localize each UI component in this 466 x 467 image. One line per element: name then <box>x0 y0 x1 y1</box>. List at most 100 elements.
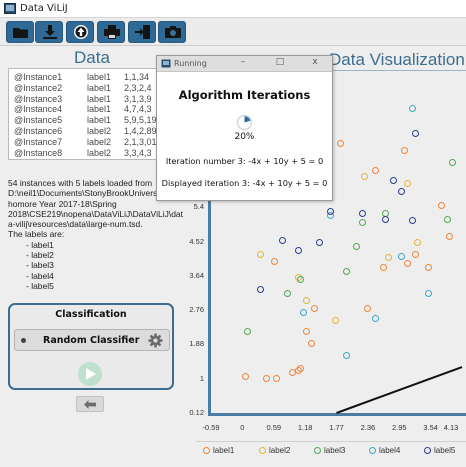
data-point-label1[interactable] <box>411 250 419 258</box>
data-point-label5[interactable] <box>278 236 286 244</box>
legend-marker-icon <box>369 447 376 454</box>
load-button[interactable] <box>66 21 94 43</box>
data-point-label1[interactable] <box>446 233 454 241</box>
data-point-label4[interactable] <box>342 351 350 359</box>
dialog-app-icon <box>161 59 171 68</box>
instance-label: label2 <box>87 147 112 158</box>
data-point-label5[interactable] <box>294 246 302 254</box>
data-point-label1[interactable] <box>337 139 345 147</box>
algorithm-row[interactable]: Random Classifier <box>14 329 170 351</box>
back-button[interactable] <box>76 396 104 412</box>
data-point-label2[interactable] <box>257 250 265 258</box>
data-point-label2[interactable] <box>331 316 339 324</box>
algorithm-radio[interactable] <box>21 338 26 343</box>
data-point-label1[interactable] <box>401 147 409 155</box>
data-point-label3[interactable] <box>448 159 456 167</box>
dialog-titlebar: Running – □ x <box>157 56 332 72</box>
data-point-label2[interactable] <box>414 238 422 246</box>
data-point-label1[interactable] <box>379 264 387 272</box>
data-point-label3[interactable] <box>342 268 350 276</box>
gear-icon[interactable] <box>148 333 163 348</box>
legend-label: label1 <box>213 446 235 455</box>
classifier-line <box>336 366 463 414</box>
legend-item: label4 <box>369 446 400 455</box>
minimize-button[interactable]: – <box>240 57 246 67</box>
data-point-label1[interactable] <box>270 258 278 266</box>
data-point-label1[interactable] <box>308 340 315 348</box>
data-point-label1[interactable] <box>424 264 432 272</box>
algorithm-name: Random Classifier <box>43 335 140 346</box>
data-point-label1[interactable] <box>273 375 281 383</box>
data-point-label5[interactable] <box>409 217 417 225</box>
classification-title: Classification <box>55 309 127 320</box>
data-point-label2[interactable] <box>385 254 393 262</box>
data-point-label4[interactable] <box>371 314 379 322</box>
label-list-item: - label4 <box>26 270 54 281</box>
data-info-text: 54 instances with 5 labels loaded from D:… <box>8 178 196 291</box>
data-point-label1[interactable] <box>403 260 411 268</box>
data-point-label4[interactable] <box>409 104 417 112</box>
displayed-iteration: Displayed iteration 3: -4x + 10y + 5 = 0 <box>161 178 328 188</box>
print-button[interactable] <box>97 21 125 43</box>
y-tick-label: 2.76 <box>189 305 204 315</box>
instance-coords: 1,1,34 <box>124 72 150 82</box>
instance-coords: 4,7,4,3 <box>124 104 152 115</box>
data-point-label2[interactable] <box>403 180 411 188</box>
screenshot-button[interactable] <box>158 21 186 43</box>
instance-row: @Instance2 label1 2,3,2,4 <box>14 83 197 94</box>
data-point-label3[interactable] <box>284 289 292 297</box>
instance-coords: 2,3,2,4 <box>124 82 152 93</box>
legend-label: label3 <box>324 446 346 455</box>
legend-marker-icon <box>424 447 431 454</box>
data-point-label1[interactable] <box>363 305 371 313</box>
info-line: homore Year 2017-18\Spring <box>8 198 117 209</box>
data-point-label1[interactable] <box>438 201 446 209</box>
save-button[interactable] <box>35 21 63 43</box>
data-point-label5[interactable] <box>390 176 398 184</box>
data-point-label5[interactable] <box>326 207 334 215</box>
info-line: 2018\CSE219\nopena\DataViLiJ\DataViLiJ\d… <box>8 208 184 219</box>
instance-name: @Instance3 <box>14 93 63 104</box>
instance-coords: 5,9,5,19 <box>124 115 157 126</box>
data-point-label3[interactable] <box>358 219 366 227</box>
data-point-label5[interactable] <box>315 238 323 246</box>
data-point-label5[interactable] <box>411 129 419 137</box>
data-point-label2[interactable] <box>361 172 369 180</box>
load-icon <box>74 25 88 39</box>
x-tick-label: 2.36 <box>360 423 376 432</box>
data-point-label3[interactable] <box>353 242 361 250</box>
data-point-label1[interactable] <box>302 328 310 336</box>
data-point-label5[interactable] <box>382 215 390 223</box>
exit-button[interactable] <box>128 21 156 43</box>
iteration-number: Iteration number 3: -4x + 10y + 5 = 0 <box>165 156 324 166</box>
instance-name: @Instance2 <box>14 82 63 93</box>
run-button[interactable] <box>78 362 102 386</box>
new-file-button[interactable] <box>6 21 34 43</box>
data-point-label2[interactable] <box>302 297 310 305</box>
legend-item: label3 <box>314 446 345 455</box>
data-point-label1[interactable] <box>310 305 318 313</box>
data-point-label1[interactable] <box>371 166 379 174</box>
data-point-label4[interactable] <box>300 309 308 316</box>
close-button[interactable]: x <box>312 57 318 67</box>
instance-name: @Instance1 <box>14 72 63 82</box>
data-point-label1[interactable] <box>297 365 305 373</box>
data-point-label4[interactable] <box>398 252 406 260</box>
data-point-label5[interactable] <box>257 285 265 293</box>
back-arrow-icon <box>84 400 96 409</box>
maximize-button[interactable]: □ <box>275 57 285 67</box>
label-list-item: - label2 <box>26 250 54 261</box>
data-point-label3[interactable] <box>443 215 451 223</box>
data-point-label1[interactable] <box>241 373 249 381</box>
data-point-label3[interactable] <box>244 328 252 336</box>
data-point-label5[interactable] <box>398 188 406 196</box>
x-tick-label: 3.54 <box>423 423 438 432</box>
data-point-label4[interactable] <box>424 289 432 297</box>
data-point-label5[interactable] <box>358 209 366 217</box>
y-tick-label: 1 <box>199 373 204 383</box>
data-point-label3[interactable] <box>297 275 305 283</box>
instance-row: @Instance1 label1 1,1,34 <box>14 72 197 83</box>
new-file-icon <box>13 28 28 38</box>
y-tick-label: 1.88 <box>189 339 204 349</box>
data-point-label1[interactable] <box>262 375 270 383</box>
